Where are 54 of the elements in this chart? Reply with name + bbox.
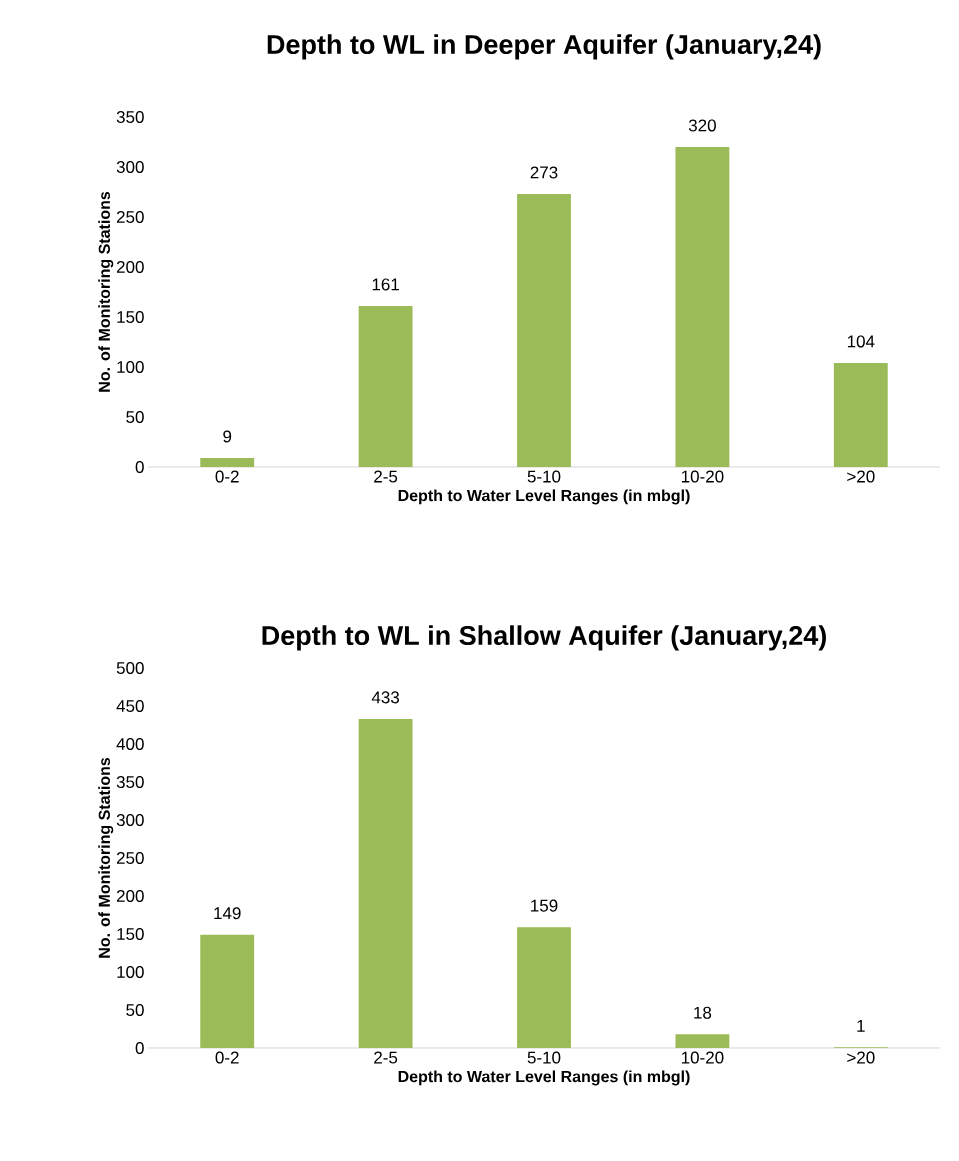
y-tick-label: 500 — [116, 661, 144, 675]
y-tick-label: 450 — [116, 699, 144, 713]
bar — [358, 718, 413, 1048]
y-tick-label: 150 — [117, 927, 144, 941]
y-tick-label: 300 — [116, 160, 144, 174]
y-tick-label: 200 — [116, 889, 144, 903]
y-tick-label: 50 — [126, 410, 144, 424]
bar — [200, 457, 255, 467]
x-tick-label: 5-10 — [527, 470, 561, 483]
chart-title: Depth to WL in Shallow Aquifer (January,24) — [262, 625, 826, 651]
data-label: 273 — [530, 166, 558, 179]
y-tick-label: 0 — [135, 1041, 144, 1055]
data-label: 9 — [223, 430, 232, 443]
x-tick-label: 0-2 — [215, 1051, 239, 1064]
bar — [675, 146, 730, 467]
x-axis-title: Depth to Water Level Ranges (in mbgl) — [398, 489, 690, 505]
x-tick-label: >20 — [847, 1051, 875, 1064]
x-tick-label: 2-5 — [374, 1051, 398, 1064]
y-axis-title: No. of Monitoring Stations — [98, 757, 114, 958]
y-tick-label: 100 — [117, 965, 144, 979]
bar — [517, 927, 571, 1048]
y-tick-label: 400 — [116, 737, 144, 751]
chart-title: Depth to WL in Deeper Aquifer (January,24) — [267, 34, 821, 60]
y-tick-label: 150 — [117, 310, 144, 324]
data-label: 149 — [214, 907, 241, 920]
data-label: 161 — [372, 278, 399, 291]
y-tick-label: 350 — [116, 775, 144, 789]
data-label: 1 — [857, 1020, 865, 1032]
data-label: 159 — [531, 899, 558, 912]
bar — [358, 305, 413, 467]
y-tick-label: 250 — [116, 851, 144, 865]
x-tick-label: 10-20 — [681, 1051, 724, 1064]
x-tick-label: 0-2 — [215, 470, 239, 483]
bar — [200, 934, 255, 1048]
data-label: 18 — [694, 1006, 712, 1019]
x-tick-label: 5-10 — [527, 1051, 561, 1064]
x-tick-label: >20 — [847, 470, 875, 483]
data-label: 320 — [688, 119, 716, 132]
y-axis-title: No. of Monitoring Stations — [98, 191, 114, 392]
y-tick-label: 0 — [135, 460, 144, 474]
y-tick-label: 350 — [116, 110, 144, 124]
bar — [517, 193, 571, 467]
y-tick-label: 250 — [116, 210, 144, 224]
bar — [675, 1034, 730, 1048]
y-tick-label: 100 — [117, 360, 144, 374]
data-label: 433 — [371, 691, 400, 704]
data-label: 104 — [847, 335, 875, 348]
y-tick-label: 50 — [126, 1003, 144, 1017]
y-tick-label: 200 — [116, 260, 144, 274]
x-tick-label: 10-20 — [681, 470, 724, 483]
x-axis-title: Depth to Water Level Ranges (in mbgl) — [398, 1070, 690, 1086]
y-tick-label: 300 — [116, 813, 144, 827]
bar — [833, 362, 888, 467]
x-tick-label: 2-5 — [374, 470, 398, 483]
